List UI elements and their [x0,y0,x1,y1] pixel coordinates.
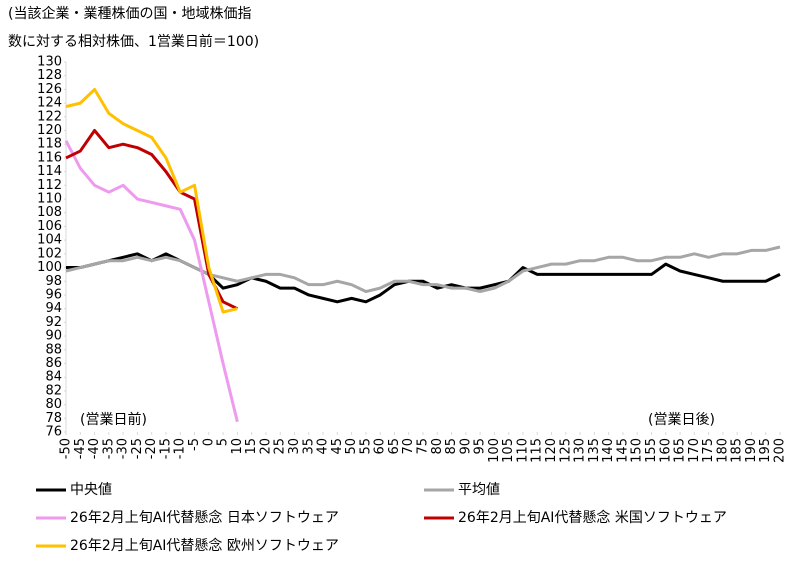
x-tick-label: 105 [501,438,516,463]
legend-label: 中央値 [70,482,112,498]
x-tick-label: 135 [587,438,602,463]
y-tick-label: 120 [37,123,62,138]
x-tick-label: -20 [144,438,159,459]
x-tick-label: 165 [673,438,688,463]
y-tick-label: 80 [45,397,62,412]
y-tick-label: 96 [45,287,62,302]
x-tick-label: 5 [216,438,231,446]
y-tick-label: 106 [37,219,62,234]
x-tick-label: -35 [101,438,116,459]
x-tick-label: 80 [430,438,445,455]
series-line [64,140,239,423]
y-tick-label: 116 [37,150,62,165]
y-tick-label: 112 [37,178,62,193]
x-tick-label: -5 [187,438,202,451]
legend-label: 平均値 [458,482,500,498]
x-tick-label: 90 [458,438,473,455]
y-tick-label: 128 [37,68,62,83]
y-tick-label: 114 [37,164,62,179]
x-tick-label: 100 [487,438,502,463]
x-tick-label: 190 [744,438,759,463]
x-tick-label: 180 [715,438,730,463]
y-tick-label: 94 [45,301,62,316]
y-tick-label: 78 [45,411,62,426]
x-tick-label: 175 [701,438,716,463]
x-tick-label: 55 [358,438,373,455]
y-tick-label: 82 [45,383,62,398]
y-tick-label: 84 [45,370,62,385]
y-tick-label: 108 [37,205,62,220]
x-tick-label: 145 [615,438,630,463]
x-tick-label: 75 [416,438,431,455]
x-tick-label: 10 [230,438,245,455]
y-tick-label: 124 [37,96,62,111]
x-tick-label: 120 [544,438,559,463]
y-tick-label: 90 [45,329,62,344]
x-tick-label: 185 [730,438,745,463]
x-tick-label: 200 [773,438,788,463]
legend-label: 26年2月上旬AI代替懸念 米国ソフトウェア [458,509,727,526]
x-tick-label: 50 [344,438,359,455]
x-tick-label: 95 [473,438,488,455]
x-tick-label: 155 [644,438,659,463]
x-tick-label: 170 [687,438,702,463]
chart-title: (当該企業・業種株価の国・地域株価指 [8,5,251,22]
chart-title: 数に対する相対株価、1営業日前＝100) [8,33,259,50]
y-tick-label: 86 [45,356,62,371]
x-tick-label: 0 [201,438,216,446]
legend-label: 26年2月上旬AI代替懸念 欧州ソフトウェア [70,537,339,554]
y-tick-label: 130 [37,55,62,70]
series-line [65,245,781,294]
y-tick-label: 100 [37,260,62,275]
x-tick-label: 60 [373,438,388,455]
y-tick-label: 122 [37,109,62,124]
x-tick-label: 70 [401,438,416,455]
x-tick-label: 125 [558,438,573,463]
x-tick-label: 110 [515,438,530,463]
legend-label: 26年2月上旬AI代替懸念 日本ソフトウェア [70,509,339,526]
x-tick-label: 30 [287,438,302,455]
x-tick-label: 20 [258,438,273,455]
annotation: (営業日前) [80,411,147,428]
x-tick-label: -50 [59,438,74,459]
x-tick-label: 115 [530,438,545,463]
y-tick-label: 98 [45,274,62,289]
series-line [66,252,781,304]
x-tick-label: -30 [116,438,131,459]
y-tick-label: 110 [37,192,62,207]
x-tick-label: -40 [87,438,102,459]
y-tick-label: 88 [45,342,62,357]
x-tick-label: 15 [244,438,259,455]
x-tick-label: 140 [601,438,616,463]
x-tick-label: -25 [130,438,145,459]
series-line [65,87,238,314]
y-tick-label: 118 [37,137,62,152]
x-tick-label: 85 [444,438,459,455]
annotation: (営業日後) [648,412,715,428]
x-tick-label: -15 [158,438,173,459]
x-tick-label: 35 [301,438,316,455]
y-tick-label: 92 [45,315,62,330]
y-tick-label: 76 [45,425,62,440]
x-tick-label: 130 [573,438,588,463]
x-tick-label: -10 [173,438,188,459]
x-tick-label: 40 [316,438,331,455]
x-tick-label: 45 [330,438,345,455]
y-tick-label: 102 [37,246,62,261]
x-tick-label: 160 [658,438,673,463]
x-tick-label: -45 [73,438,88,459]
x-tick-label: 195 [758,438,773,463]
y-tick-label: 104 [37,233,62,248]
y-tick-label: 126 [37,82,62,97]
x-tick-label: 65 [387,438,402,455]
series-line [65,129,239,311]
x-tick-label: 150 [630,438,645,463]
x-tick-label: 25 [273,438,288,455]
